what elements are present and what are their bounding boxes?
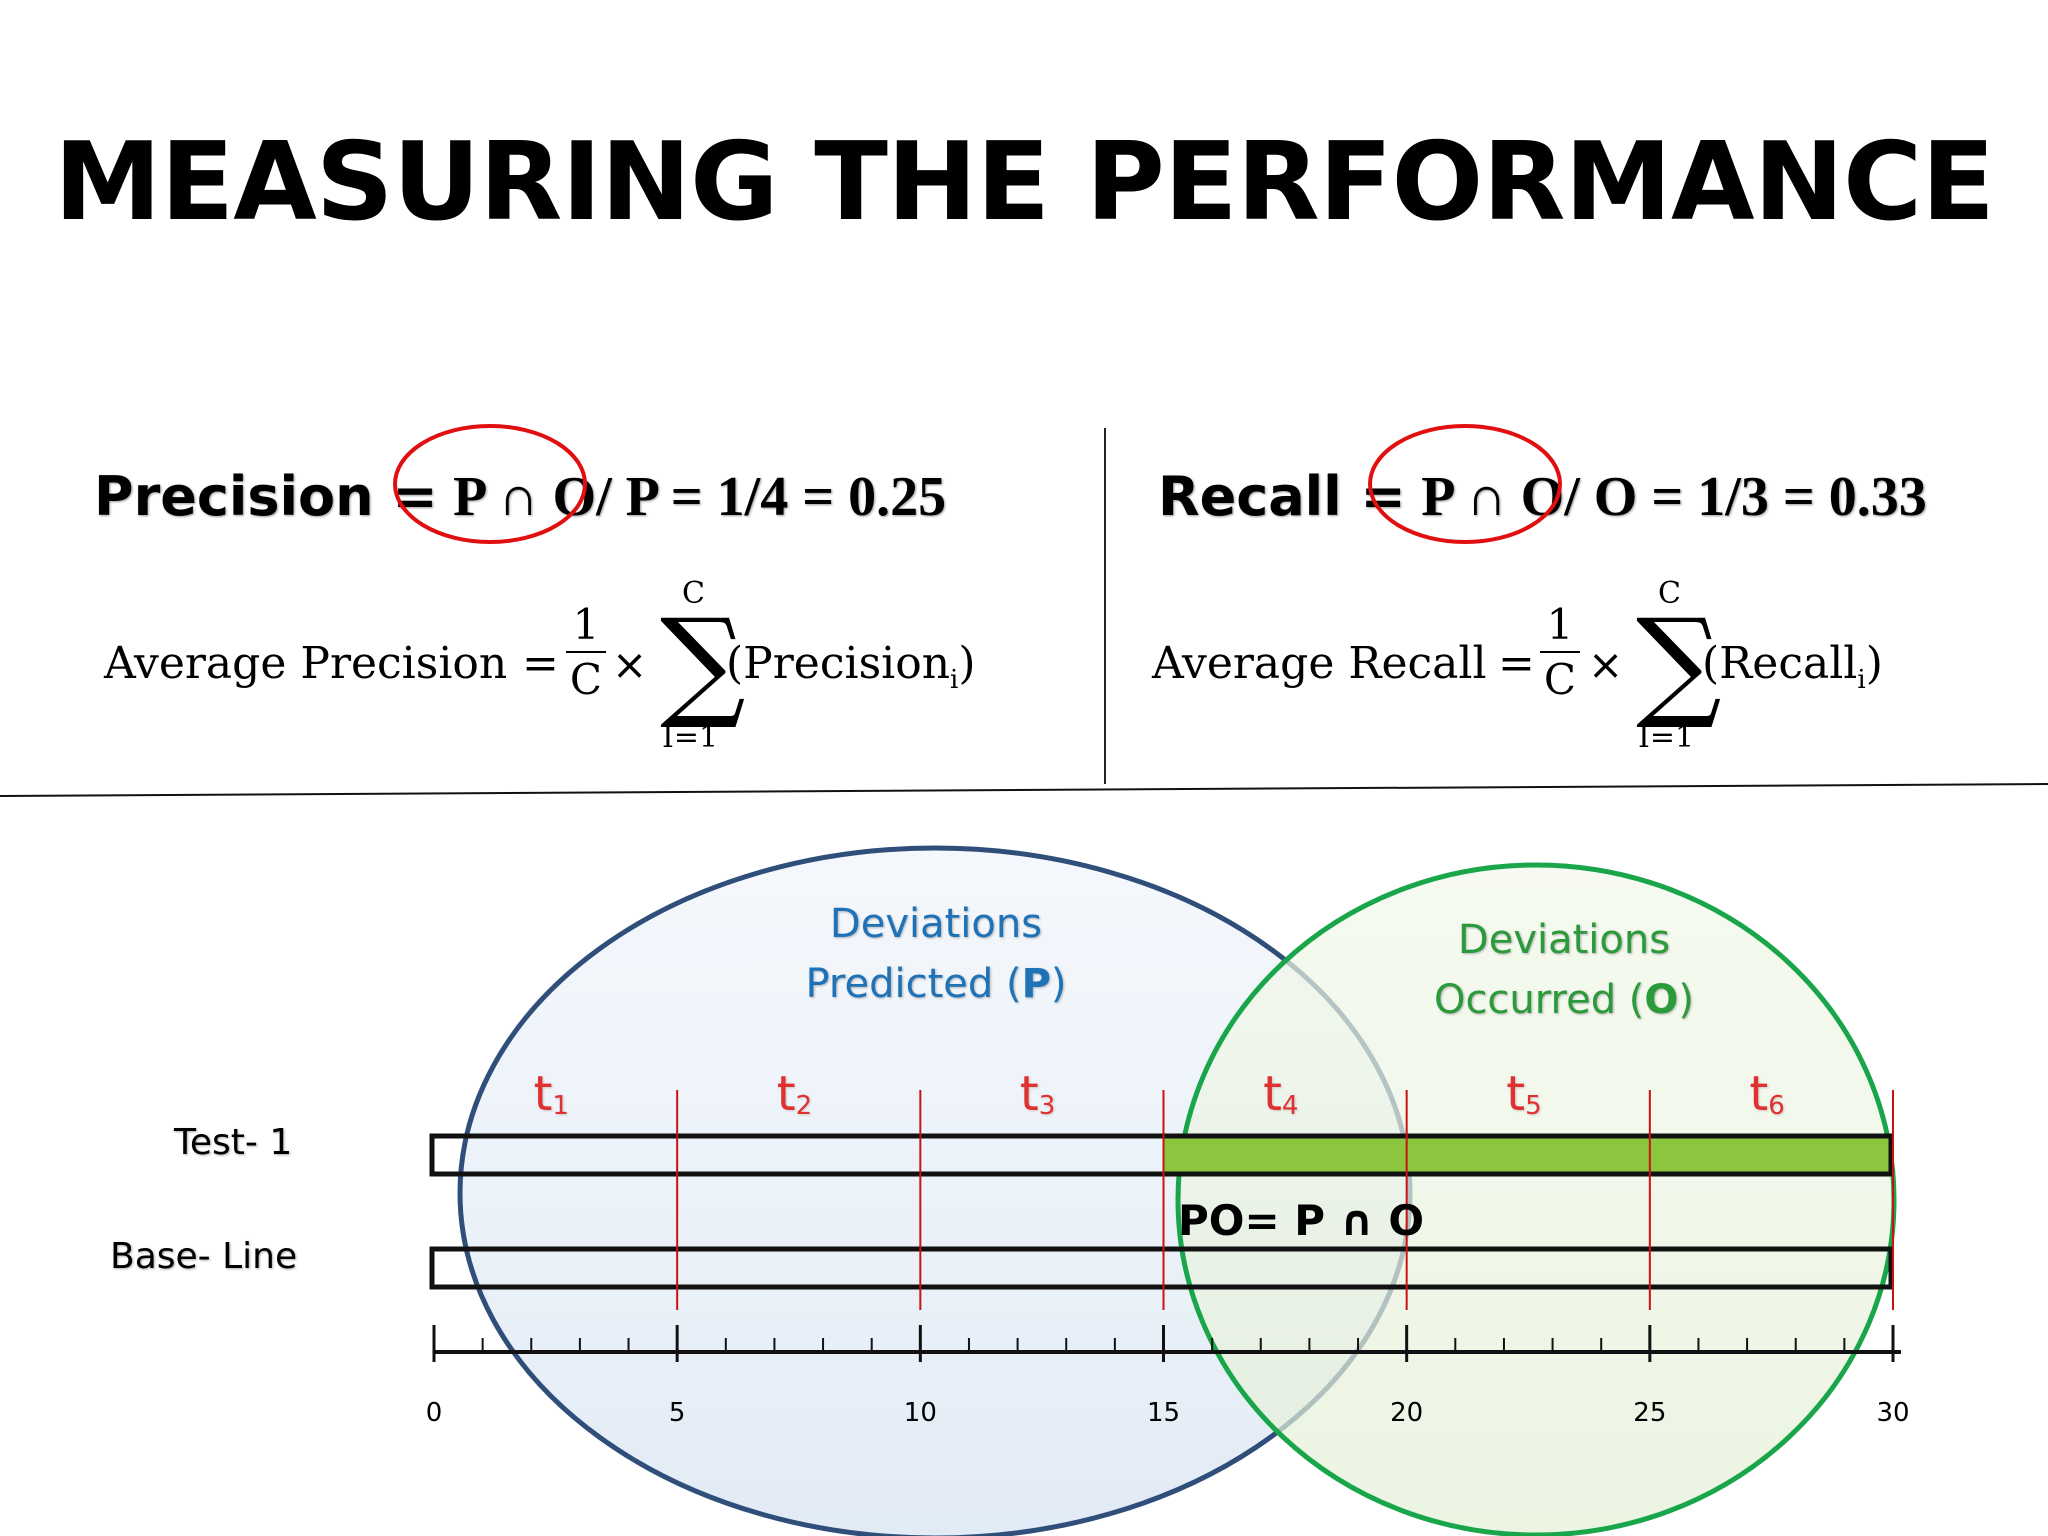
average-precision-fraction: 1 C	[566, 600, 606, 704]
average-recall-eq: =	[1498, 638, 1535, 689]
horizontal-divider	[0, 783, 2048, 797]
predicted-letter: P	[1021, 961, 1051, 1007]
recall-rest: / O = 1/3 = 0.33	[1564, 466, 1927, 528]
close-paren: )	[1865, 638, 1883, 689]
predicted-label: Deviations Predicted (P)	[736, 894, 1136, 1014]
precision-term: Precision	[743, 638, 951, 689]
baseline-row-label: Base- Line	[110, 1236, 298, 1277]
predicted-line1: Deviations	[829, 901, 1043, 947]
average-recall-label: Average Recall	[1152, 638, 1487, 689]
sigma-symbol: ∑	[660, 594, 746, 733]
timeline-bars	[429, 1133, 1894, 1290]
occurred-line2-text: Occurred (	[1433, 977, 1645, 1023]
open-paren: (	[1702, 638, 1720, 689]
fraction-numerator: 1	[1546, 600, 1574, 649]
time-label-6: t6	[1749, 1066, 1785, 1122]
time-label-5: t5	[1506, 1066, 1542, 1122]
predicted-line2-text: Predicted (	[805, 961, 1022, 1007]
baseline-bar	[429, 1246, 1894, 1290]
tick-label: 5	[668, 1398, 686, 1428]
tick-label: 0	[425, 1398, 443, 1428]
tick-label: 25	[1633, 1398, 1667, 1428]
recall-term: Recall	[1719, 638, 1858, 689]
average-recall-times: ×	[1588, 640, 1624, 689]
timeline-axis	[432, 1090, 1901, 1362]
intersection-text: PO= P ∩ O	[1178, 1196, 1425, 1245]
time-label-4: t4	[1263, 1066, 1299, 1122]
occurred-line2: Occurred (O)	[1364, 970, 1764, 1030]
average-precision-term: (Precisioni)	[726, 638, 976, 695]
time-label-2: t2	[776, 1066, 813, 1122]
recall-formula: Recall = P ∩ O/ O = 1/3 = 0.33	[1158, 463, 1927, 529]
time-label-1: t1	[533, 1066, 569, 1122]
average-precision-label: Average Precision	[104, 638, 508, 689]
average-recall-fraction: 1 C	[1540, 600, 1580, 704]
average-recall-term: (Recalli)	[1702, 638, 1883, 695]
sigma-upper: C	[1658, 576, 1681, 611]
recall-sub: i	[1857, 664, 1866, 695]
test-highlight-bar	[1163, 1138, 1889, 1172]
sigma-symbol: ∑	[1636, 594, 1722, 733]
test-bar	[429, 1133, 1894, 1177]
sigma-lower: I=1	[1638, 720, 1695, 755]
predicted-line2: Predicted (P)	[736, 954, 1136, 1014]
precision-sub: i	[950, 664, 959, 695]
tick-label: 20	[1390, 1398, 1424, 1428]
sigma-upper: C	[682, 576, 705, 611]
average-precision-eq: =	[522, 638, 559, 689]
close-paren: )	[958, 638, 976, 689]
occurred-close: )	[1678, 977, 1695, 1023]
time-label-3: t3	[1019, 1066, 1056, 1122]
fraction-denominator: C	[569, 655, 603, 704]
precision-label: Precision =	[94, 465, 438, 528]
occurred-label: Deviations Occurred (O)	[1364, 910, 1764, 1030]
precision-expr: P ∩ O	[453, 466, 597, 528]
intersection-label: PO= P ∩ O	[1178, 1196, 1424, 1245]
slide-title: MEASURING THE PERFORMANCE	[53, 120, 1995, 245]
open-paren: (	[726, 638, 744, 689]
precision-rest: / P = 1/4 = 0.25	[596, 466, 947, 528]
fraction-numerator: 1	[572, 600, 600, 649]
highlight-circle-recall	[1368, 424, 1562, 544]
tick-label: 15	[1146, 1398, 1181, 1428]
predicted-close: )	[1050, 961, 1067, 1007]
precision-formula: Precision = P ∩ O/ P = 1/4 = 0.25	[94, 463, 946, 529]
fraction-denominator: C	[1543, 655, 1577, 704]
highlight-circle-precision	[393, 424, 587, 544]
sigma-lower: I=1	[662, 720, 719, 755]
tick-label: 10	[903, 1398, 937, 1428]
tick-label: 30	[1876, 1398, 1910, 1428]
recall-label: Recall =	[1158, 465, 1406, 528]
test-row-label: Test- 1	[174, 1122, 293, 1163]
occurred-letter: O	[1644, 977, 1679, 1023]
occurred-line1: Deviations	[1457, 917, 1671, 963]
vertical-divider	[1104, 428, 1106, 784]
average-precision-times: ×	[612, 640, 648, 689]
